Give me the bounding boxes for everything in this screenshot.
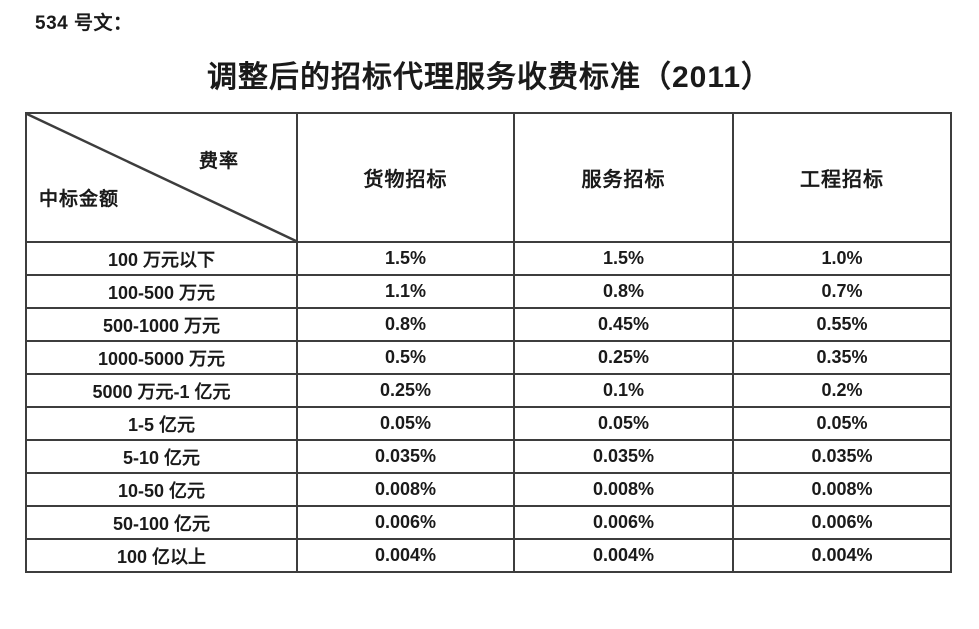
row-label: 50-100 亿元	[25, 505, 298, 540]
page-title: 调整后的招标代理服务收费标准（2011）	[206, 61, 773, 94]
rate-cell: 0.05%	[513, 406, 734, 441]
table-row: 100-500 万元 1.1% 0.8% 0.7%	[25, 274, 952, 309]
rate-cell: 0.25%	[296, 373, 515, 408]
rate-cell: 0.8%	[296, 307, 515, 342]
doc-number-label: 534 号文：	[35, 13, 133, 34]
table-row: 50-100 亿元 0.006% 0.006% 0.006%	[25, 505, 952, 540]
table-row: 1000-5000 万元 0.5% 0.25% 0.35%	[25, 340, 952, 375]
rate-cell: 0.2%	[732, 373, 952, 408]
corner-label-rate: 费率	[199, 151, 240, 172]
rate-cell: 0.1%	[513, 373, 734, 408]
rate-cell: 0.55%	[732, 307, 952, 342]
rate-cell: 0.5%	[296, 340, 515, 375]
row-label: 1-5 亿元	[25, 406, 298, 441]
rate-cell: 0.008%	[513, 472, 734, 507]
rate-cell: 1.5%	[513, 241, 734, 276]
table-row: 100 亿以上 0.004% 0.004% 0.004%	[25, 538, 952, 573]
row-label: 10-50 亿元	[25, 472, 298, 507]
rate-cell: 0.004%	[732, 538, 952, 573]
rate-cell: 0.006%	[732, 505, 952, 540]
rate-cell: 0.7%	[732, 274, 952, 309]
rate-cell: 0.008%	[296, 472, 515, 507]
column-header-services: 服务招标	[513, 112, 734, 243]
rate-cell: 0.035%	[296, 439, 515, 474]
rate-cell: 1.5%	[296, 241, 515, 276]
rate-cell: 1.0%	[732, 241, 952, 276]
row-label: 5-10 亿元	[25, 439, 298, 474]
row-label: 100 万元以下	[25, 241, 298, 276]
rate-cell: 0.05%	[732, 406, 952, 441]
table-row: 5-10 亿元 0.035% 0.035% 0.035%	[25, 439, 952, 474]
rate-cell: 0.45%	[513, 307, 734, 342]
rate-cell: 0.008%	[732, 472, 952, 507]
table-row: 5000 万元-1 亿元 0.25% 0.1% 0.2%	[25, 373, 952, 408]
table-row: 10-50 亿元 0.008% 0.008% 0.008%	[25, 472, 952, 507]
table-row: 500-1000 万元 0.8% 0.45% 0.55%	[25, 307, 952, 342]
row-label: 5000 万元-1 亿元	[25, 373, 298, 408]
row-label: 500-1000 万元	[25, 307, 298, 342]
column-header-goods: 货物招标	[296, 112, 515, 243]
rate-cell: 0.004%	[296, 538, 515, 573]
diagonal-divider-line	[28, 115, 295, 240]
rate-cell: 0.035%	[513, 439, 734, 474]
rate-cell: 0.35%	[732, 340, 952, 375]
column-header-engineering: 工程招标	[732, 112, 952, 243]
row-label: 1000-5000 万元	[25, 340, 298, 375]
rate-cell: 0.05%	[296, 406, 515, 441]
rate-cell: 0.8%	[513, 274, 734, 309]
rate-cell: 0.25%	[513, 340, 734, 375]
corner-header-cell: 费率 中标金额	[25, 112, 298, 243]
rate-cell: 0.006%	[296, 505, 515, 540]
corner-label-amount: 中标金额	[39, 189, 120, 210]
rate-cell: 0.004%	[513, 538, 734, 573]
rate-cell: 0.035%	[732, 439, 952, 474]
table-row: 100 万元以下 1.5% 1.5% 1.0%	[25, 241, 952, 276]
fee-rate-table: 费率 中标金额 货物招标 服务招标 工程招标 100 万元以下 1.5% 1.5…	[25, 112, 952, 573]
rate-cell: 1.1%	[296, 274, 515, 309]
row-label: 100-500 万元	[25, 274, 298, 309]
table-row: 1-5 亿元 0.05% 0.05% 0.05%	[25, 406, 952, 441]
table-header-row: 费率 中标金额 货物招标 服务招标 工程招标	[25, 112, 952, 243]
row-label: 100 亿以上	[25, 538, 298, 573]
rate-cell: 0.006%	[513, 505, 734, 540]
